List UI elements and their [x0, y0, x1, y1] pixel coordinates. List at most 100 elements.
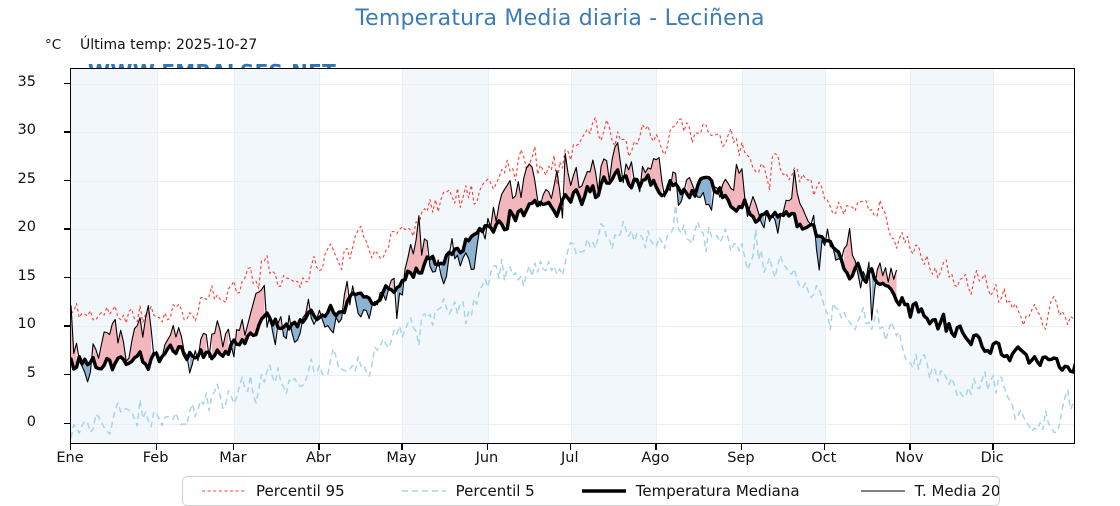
x-axis-tick-mark [740, 444, 743, 450]
x-axis-tick-label: Dic [980, 450, 1004, 466]
legend-item-label: T. Media 2025 [914, 482, 1000, 500]
x-axis-tick-label: Jul [560, 450, 579, 466]
x-axis-tick-label: Nov [895, 450, 924, 466]
x-axis-tick-mark [155, 444, 157, 450]
x-axis-tick-label: May [386, 450, 417, 466]
grid-line-vertical [910, 69, 912, 443]
month-band [71, 69, 157, 443]
grid-line-horizontal [71, 83, 1074, 85]
fill-above-median [164, 325, 187, 360]
series-percentil-5 [71, 204, 1074, 439]
fill-below-median [761, 214, 765, 228]
y-axis-tick-mark [64, 179, 70, 182]
grid-line-horizontal [71, 423, 1074, 425]
x-axis-tick-mark [486, 444, 489, 450]
fill-below-median [454, 228, 480, 270]
y-axis-tick-label: 30 [17, 122, 36, 139]
y-axis-tick-label: 0 [26, 413, 36, 430]
y-axis-tick-label: 15 [17, 267, 36, 284]
y-axis-tick-mark [64, 325, 70, 327]
plot-area [70, 68, 1075, 444]
y-axis-tick-mark [64, 422, 70, 425]
month-band [741, 69, 825, 443]
fill-above-median [405, 215, 428, 280]
fill-above-median [543, 170, 560, 217]
fill-below-median [697, 177, 712, 211]
legend-line-swatch [201, 484, 247, 498]
fill-above-median [71, 305, 77, 369]
x-axis-tick-mark [909, 444, 911, 450]
fill-above-median [672, 171, 676, 186]
x-axis-tick-label: Abr [305, 450, 332, 466]
last-temp-label: Última temp: 2025-10-27 [80, 37, 258, 53]
legend-temperatura-mediana[interactable]: Temperatura Mediana [581, 482, 800, 500]
fill-below-median [322, 305, 342, 333]
grid-line-vertical [402, 69, 404, 443]
legend-line-swatch [401, 484, 447, 498]
fill-below-median [440, 252, 450, 284]
x-axis-tick-mark [823, 444, 826, 450]
y-axis-tick-label: 5 [26, 365, 36, 382]
legend-line-swatch [860, 484, 906, 498]
x-axis-tick-mark [70, 444, 72, 450]
x-axis-tick-label: Oct [811, 450, 837, 466]
month-band [570, 69, 657, 443]
y-axis-tick-label: 25 [17, 170, 36, 187]
x-axis-tick-label: Ene [56, 450, 84, 466]
legend-item-label: Temperatura Mediana [635, 482, 800, 500]
grid-line-vertical [993, 69, 995, 443]
y-axis-tick-label: 35 [17, 73, 36, 90]
series-t-media-2025 [71, 142, 898, 383]
fill-below-median [396, 280, 403, 319]
page-title: Temperatura Media diaria - Leciñena [355, 6, 765, 31]
fill-above-median [487, 163, 538, 233]
grid-line-horizontal [71, 326, 1074, 328]
y-axis-tick-mark [64, 228, 70, 230]
x-axis-tick-label: Ago [641, 450, 670, 466]
grid-line-vertical [156, 69, 158, 443]
grid-line-vertical [487, 69, 489, 443]
grid-line-vertical [741, 69, 743, 443]
x-axis-tick-label: Mar [219, 450, 247, 466]
y-axis-tick-mark [64, 82, 70, 84]
legend-line-swatch [581, 484, 627, 498]
fill-above-median [625, 161, 632, 188]
fill-above-median [844, 228, 856, 279]
grid-line-vertical [570, 69, 572, 443]
series-temperatura-mediana [71, 168, 1074, 374]
fill-below-median [79, 356, 91, 382]
legend-item-label: Percentil 95 [256, 482, 345, 500]
grid-line-horizontal [71, 132, 1074, 134]
y-axis-tick-label: 10 [17, 316, 36, 333]
grid-line-vertical [233, 69, 235, 443]
grid-line-vertical [656, 69, 658, 443]
series-percentil-95 [71, 116, 1074, 330]
legend-percentil-5[interactable]: Percentil 5 [401, 482, 535, 500]
grid-line-vertical [319, 69, 321, 443]
month-band [910, 69, 994, 443]
x-axis-tick-mark [318, 444, 320, 450]
grid-line-horizontal [71, 375, 1074, 377]
y-axis-tick-mark [64, 131, 70, 133]
x-axis-tick-mark [401, 444, 403, 450]
x-axis-tick-label: Feb [142, 450, 169, 466]
y-axis-unit-label: °C [45, 37, 62, 53]
fill-above-median [565, 142, 621, 205]
chart-legend: Percentil 95 Percentil 5 Temperatura Media… [182, 476, 1000, 506]
y-axis-tick-mark [64, 276, 70, 279]
fill-above-median [686, 177, 695, 198]
x-axis-tick-label: Sep [727, 450, 755, 466]
y-axis-tick-label: 20 [17, 219, 36, 236]
grid-line-vertical [824, 69, 826, 443]
legend-percentil-95[interactable]: Percentil 95 [201, 482, 345, 500]
legend-item-label: Percentil 5 [455, 482, 535, 500]
grid-line-horizontal [71, 277, 1074, 279]
legend-t-media-2025[interactable]: T. Media 2025 [860, 482, 1000, 500]
chart-svg [71, 116, 1074, 439]
x-axis-tick-mark [232, 444, 235, 450]
x-axis-tick-mark [569, 444, 572, 450]
grid-line-horizontal [71, 229, 1074, 231]
x-axis-tick-mark [655, 444, 657, 450]
x-axis-tick-label: Jun [475, 450, 499, 466]
